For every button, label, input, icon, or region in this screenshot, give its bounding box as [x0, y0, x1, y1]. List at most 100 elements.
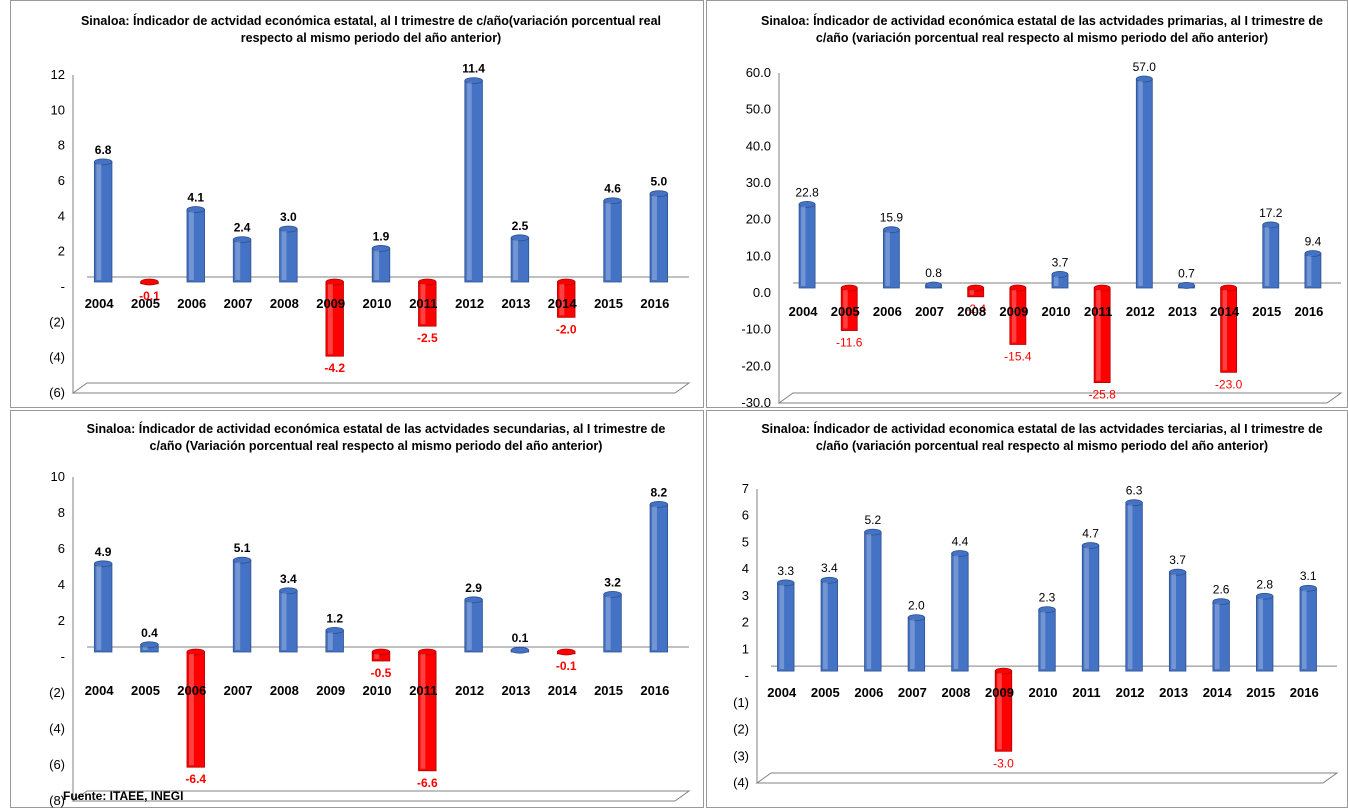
- y-tick-label: 2: [742, 615, 749, 630]
- x-tick-label: 2015: [594, 296, 623, 311]
- data-label: -6.6: [417, 776, 438, 790]
- y-tick-label: 10: [51, 469, 65, 484]
- x-tick-label: 2010: [363, 296, 392, 311]
- x-tick-label: 2014: [1210, 304, 1240, 319]
- data-label: 2.9: [465, 581, 482, 595]
- x-tick-label: 2016: [1290, 685, 1319, 700]
- y-tick-label: 1: [742, 641, 749, 656]
- x-tick-label: 2006: [854, 685, 883, 700]
- bar-2005: [140, 641, 159, 653]
- data-label: 3.4: [821, 561, 838, 575]
- bar-2016: [649, 501, 669, 653]
- bar-2005: [140, 278, 159, 286]
- bar-2014: [557, 648, 576, 656]
- data-label: 0.7: [1178, 266, 1195, 280]
- bar-2004: [93, 158, 113, 283]
- chart-title: Sinaloa: Índicador de actvidad económica…: [80, 14, 662, 45]
- x-tick-label: 2012: [1126, 304, 1155, 319]
- y-tick-label: (6): [49, 757, 65, 772]
- bar-2012: [464, 596, 483, 653]
- bar-2011: [418, 648, 437, 772]
- x-tick-label: 2009: [985, 685, 1014, 700]
- y-tick-label: (2): [49, 685, 65, 700]
- bar-2015: [603, 590, 622, 653]
- bar-2008: [951, 550, 969, 672]
- x-tick-label: 2004: [85, 296, 115, 311]
- x-tick-label: 2008: [270, 683, 299, 698]
- y-tick-label: 50.0: [746, 102, 771, 117]
- data-label: 0.4: [141, 626, 158, 640]
- x-tick-label: 2005: [131, 683, 160, 698]
- y-tick-label: -30.0: [741, 395, 771, 409]
- data-label: 5.0: [651, 175, 668, 189]
- y-tick-label: -: [745, 668, 749, 683]
- data-label: 11.4: [462, 62, 485, 76]
- y-tick-label: (1): [733, 695, 749, 710]
- x-tick-label: 2012: [1116, 685, 1145, 700]
- y-tick-label: 2: [58, 244, 65, 259]
- x-tick-label: 2007: [915, 304, 944, 319]
- bar-2008: [279, 587, 298, 653]
- bar-2007: [907, 614, 926, 672]
- x-tick-label: 2013: [1168, 304, 1197, 319]
- data-label: 3.3: [777, 564, 794, 578]
- bar-2007: [232, 236, 252, 283]
- y-tick-label: 6: [58, 541, 65, 556]
- y-tick-label: 4: [742, 561, 749, 576]
- chart-floor: [71, 790, 691, 802]
- y-tick-label: -20.0: [741, 358, 771, 373]
- data-label: -23.0: [1215, 377, 1243, 391]
- x-tick-label: 2004: [789, 304, 819, 319]
- x-tick-label: 2015: [1252, 304, 1281, 319]
- x-tick-label: 2015: [1246, 685, 1275, 700]
- y-tick-label: 60.0: [746, 65, 771, 80]
- x-tick-label: 2010: [363, 683, 392, 698]
- bar-2007: [925, 281, 942, 289]
- chart-title: Sinaloa: Índicador de actividad económic…: [760, 14, 1324, 45]
- data-label: 17.2: [1259, 206, 1283, 220]
- y-tick-label: -10.0: [741, 322, 771, 337]
- x-tick-label: 2011: [409, 683, 437, 698]
- data-label: 3.2: [604, 575, 621, 589]
- chart-floor: [755, 772, 1339, 784]
- chart-floor: [71, 382, 691, 394]
- x-tick-label: 2015: [594, 683, 623, 698]
- x-tick-label: 2007: [224, 296, 253, 311]
- data-label: 22.8: [795, 185, 819, 199]
- chart-plot: (4) (3) (2) (1) - 1 2 3 4 5 6 7 3.3 2004 3.4 2005 5.2 200…: [733, 481, 1339, 790]
- source-note: Fuente: ITAEE, INEGI: [63, 789, 184, 803]
- bar-2008: [967, 284, 985, 298]
- y-tick-label: 8: [58, 138, 65, 153]
- x-tick-label: 2007: [898, 685, 927, 700]
- y-tick-label: 2: [58, 613, 65, 628]
- data-label: 0.1: [512, 631, 529, 645]
- x-tick-label: 2006: [873, 304, 902, 319]
- bar-2013: [1178, 282, 1195, 289]
- bar-2004: [798, 200, 816, 289]
- y-tick-label: 30.0: [746, 175, 771, 190]
- data-label: 8.2: [651, 485, 668, 499]
- y-tick-label: -: [61, 649, 65, 664]
- data-label: 3.7: [1052, 255, 1069, 269]
- data-label: 2.3: [1039, 591, 1056, 605]
- y-tick-label: (8): [49, 793, 65, 808]
- y-tick-label: (4): [49, 721, 65, 736]
- chart-panel-general: Sinaloa: Índicador de actvidad económica…: [10, 0, 704, 408]
- data-label: -3.0: [993, 756, 1014, 770]
- chart-panel-terciarias: Sinaloa: Índicador de actividad economic…: [706, 410, 1348, 808]
- x-tick-label: 2012: [455, 296, 484, 311]
- data-label: 1.2: [326, 611, 343, 625]
- y-tick-label: 40.0: [746, 138, 771, 153]
- x-tick-label: 2010: [1029, 685, 1058, 700]
- x-tick-label: 2014: [548, 683, 578, 698]
- data-label: 2.0: [908, 599, 925, 613]
- bar-2010: [1051, 271, 1069, 289]
- data-label: 2.4: [234, 221, 251, 235]
- data-label: -11.6: [836, 336, 863, 350]
- x-tick-label: 2013: [1159, 685, 1188, 700]
- data-label: 4.6: [604, 182, 621, 196]
- data-label: 5.2: [865, 513, 882, 527]
- x-tick-label: 2012: [455, 683, 484, 698]
- y-tick-label: (4): [49, 350, 65, 365]
- data-label: -0.1: [139, 289, 160, 303]
